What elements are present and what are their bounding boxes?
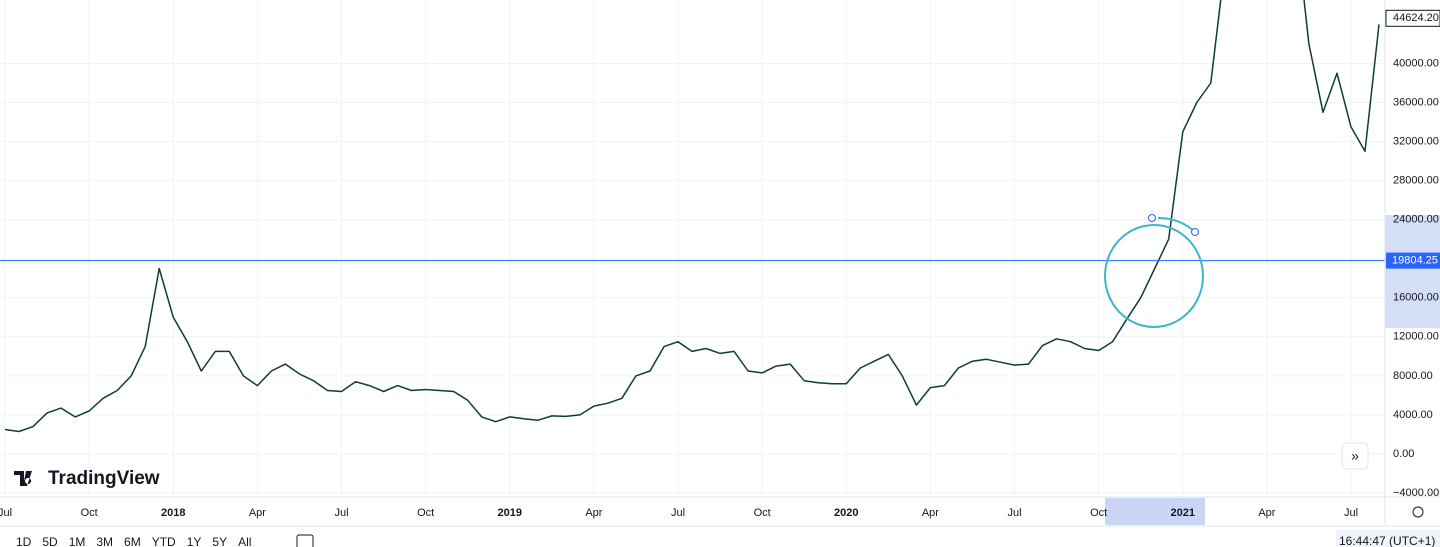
x-tick-label: 2021 <box>1171 507 1195 519</box>
x-tick-label: Oct <box>754 507 771 519</box>
x-tick-label: Apr <box>585 507 602 519</box>
range-button[interactable]: All <box>238 535 251 547</box>
range-button[interactable]: YTD <box>152 535 176 547</box>
x-tick-label: 2018 <box>161 507 185 519</box>
last-price-label: 44624.20 <box>1393 12 1439 24</box>
drawing-circle[interactable] <box>1104 224 1204 328</box>
y-tick-label: 0.00 <box>1393 448 1414 460</box>
x-tick-label: Jul <box>671 507 685 519</box>
range-button[interactable]: 5Y <box>212 535 227 547</box>
logo-text: TradingView <box>48 468 160 489</box>
price-range-highlight <box>1385 215 1440 328</box>
y-tick-label: 12000.00 <box>1393 331 1439 343</box>
clock: 16:44:47 (UTC+1) <box>1339 534 1435 547</box>
y-tick-label: 16000.00 <box>1393 292 1439 304</box>
price-line-label-bg <box>1386 252 1440 269</box>
range-button[interactable]: 5D <box>42 535 58 547</box>
x-tick-label: 2019 <box>498 507 522 519</box>
y-tick-label: −4000.00 <box>1393 487 1439 499</box>
x-tick-label: Apr <box>1258 507 1275 519</box>
drawing-handle[interactable] <box>1191 228 1199 236</box>
range-button[interactable]: 1Y <box>187 535 202 547</box>
price-line-series <box>4 0 1380 433</box>
y-tick-label: 40000.00 <box>1393 57 1439 69</box>
range-button[interactable]: 1M <box>69 535 86 547</box>
x-tick-label: Jul <box>1007 507 1021 519</box>
y-tick-label: 36000.00 <box>1393 96 1439 108</box>
range-button[interactable]: 6M <box>124 535 141 547</box>
y-tick-label: 8000.00 <box>1393 370 1433 382</box>
x-tick-label: 2020 <box>834 507 858 519</box>
price-line-label: 19804.25 <box>1392 255 1438 267</box>
x-tick-label: Oct <box>417 507 434 519</box>
last-price-label-bg <box>1385 9 1440 27</box>
drawing-handle[interactable] <box>1148 214 1156 222</box>
logo: TradingView <box>14 468 160 489</box>
y-tick-label: 32000.00 <box>1393 135 1439 147</box>
x-tick-label: Oct <box>1090 507 1107 519</box>
range-button[interactable]: 3M <box>96 535 113 547</box>
x-tick-label: Apr <box>249 507 266 519</box>
x-tick-label: Apr <box>922 507 939 519</box>
range-button[interactable]: 1D <box>16 535 32 547</box>
scroll-icon[interactable]: » <box>1351 448 1359 464</box>
x-tick-label: Jul <box>334 507 348 519</box>
y-tick-label: 24000.00 <box>1393 214 1439 226</box>
x-tick-label: Oct <box>81 507 98 519</box>
logo-icon <box>14 471 32 486</box>
y-tick-label: 4000.00 <box>1393 409 1433 421</box>
settings-icon[interactable] <box>1412 506 1424 518</box>
date-range-icon[interactable] <box>296 534 314 547</box>
y-tick-label: 28000.00 <box>1393 175 1439 187</box>
time-range-highlight <box>1105 498 1205 525</box>
x-tick-label: Jul <box>1344 507 1358 519</box>
scroll-button[interactable] <box>1341 442 1369 470</box>
clock-bg <box>1336 530 1440 547</box>
x-tick-label: Jul <box>0 507 12 519</box>
